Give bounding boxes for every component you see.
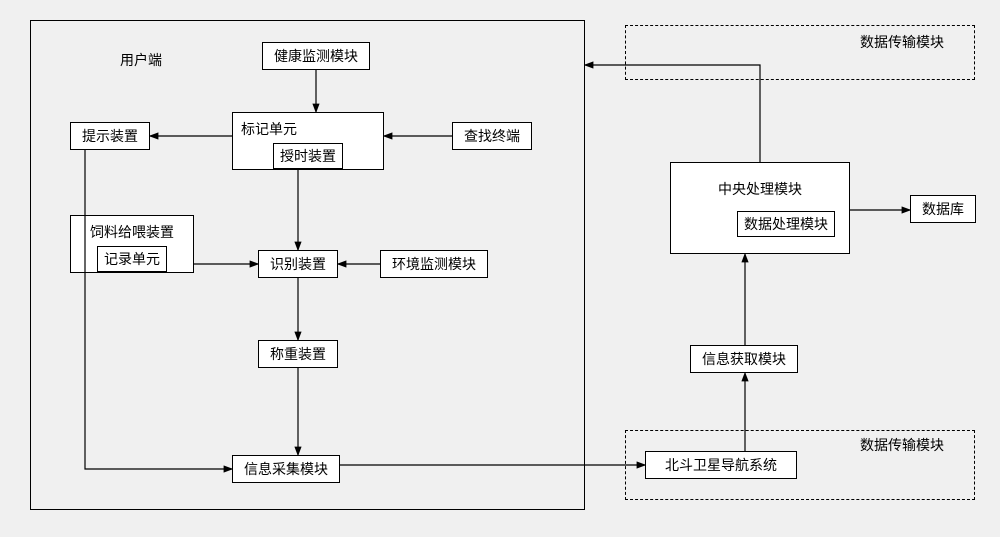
info-acquire: 信息获取模块 — [690, 345, 798, 373]
data-trans-top-label: 数据传输模块 — [860, 32, 944, 52]
database: 数据库 — [910, 195, 976, 223]
beidou: 北斗卫星导航系统 — [645, 451, 797, 479]
env-monitor: 环境监测模块 — [380, 250, 488, 278]
timing-device: 授时装置 — [273, 143, 343, 169]
query-terminal: 查找终端 — [452, 122, 532, 150]
central-proc-label: 中央处理模块 — [718, 179, 802, 199]
central-proc: 中央处理模块 数据处理模块 — [670, 162, 850, 254]
prompt-device: 提示装置 — [70, 122, 150, 150]
data-trans-top: 数据传输模块 — [625, 25, 975, 80]
feed-device-label: 饲料给喂装置 — [90, 222, 174, 242]
record-unit: 记录单元 — [97, 246, 167, 272]
feed-device: 饲料给喂装置 记录单元 — [70, 215, 194, 273]
identify-device: 识别装置 — [258, 250, 338, 278]
tag-unit: 标记单元 授时装置 — [232, 112, 384, 170]
health-monitor: 健康监测模块 — [262, 42, 370, 70]
data-trans-bottom-label: 数据传输模块 — [860, 435, 944, 455]
tag-unit-label: 标记单元 — [241, 119, 297, 139]
info-collect: 信息采集模块 — [232, 455, 340, 483]
client-label: 用户端 — [120, 50, 162, 70]
data-proc: 数据处理模块 — [737, 211, 835, 237]
weigh-device: 称重装置 — [258, 340, 338, 368]
